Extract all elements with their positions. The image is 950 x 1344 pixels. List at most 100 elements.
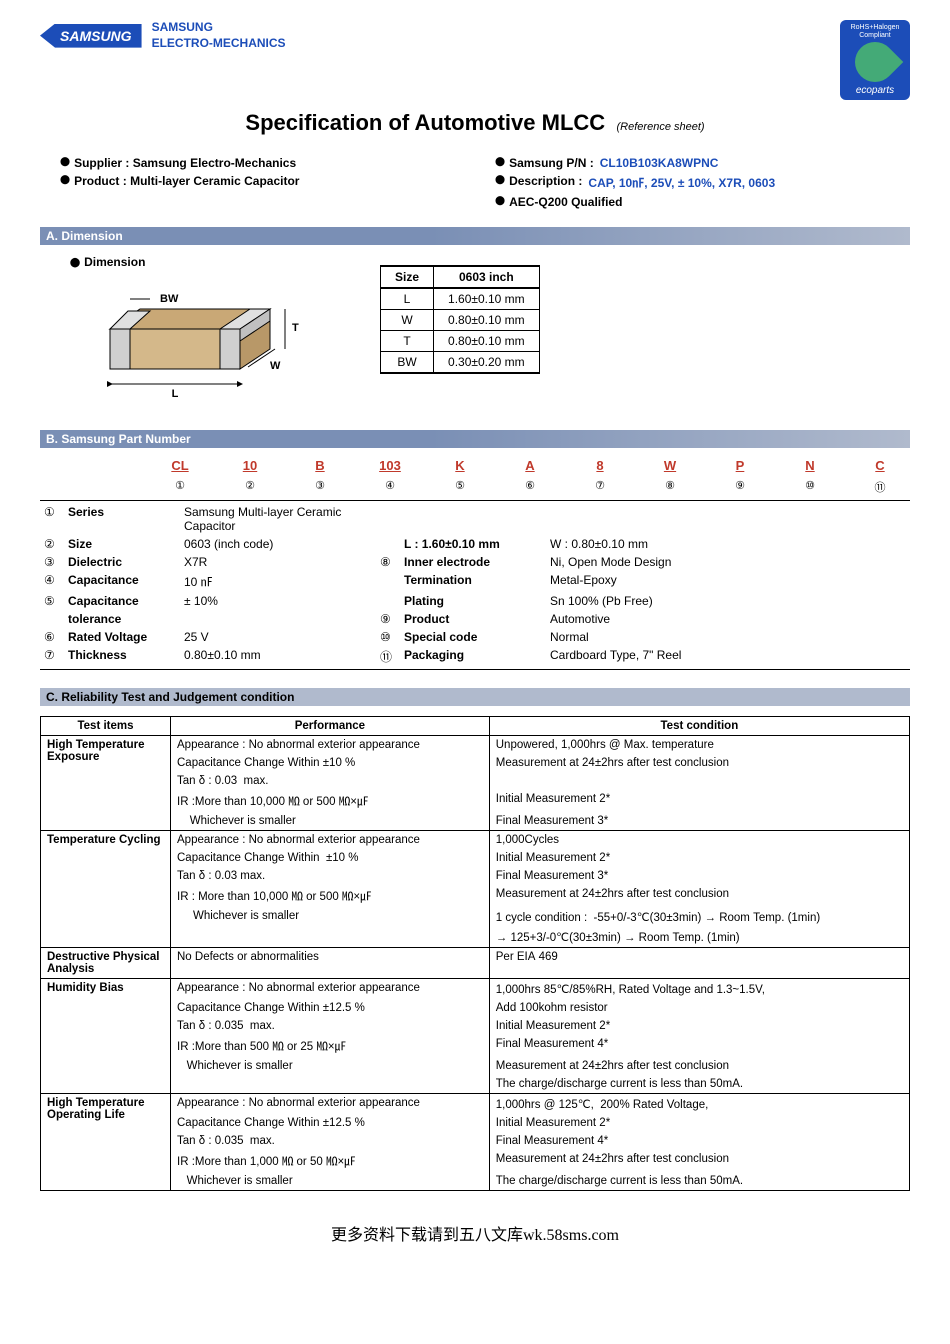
pn-cell: 10 ㎋	[184, 573, 374, 590]
pn-code-val: P	[720, 458, 760, 473]
brand-line2: ELECTRO-MECHANICS	[152, 36, 286, 52]
rel-perf: IR :More than 1,000 ㏁ or 50 ㏁×㎌	[171, 1150, 490, 1172]
pn-cell: Normal	[550, 630, 906, 644]
pn-cell: 25 V	[184, 630, 374, 644]
pn-code-val: B	[300, 458, 340, 473]
capacitor-diagram-icon: L T W BW	[70, 269, 320, 409]
pn-cell: ⑩	[380, 630, 398, 644]
rel-cond: Measurement at 24±2hrs after test conclu…	[489, 1057, 909, 1075]
pn-code-num: ⑩	[790, 479, 830, 492]
info-grid: Supplier : Samsung Electro-Mechanics Sam…	[60, 156, 910, 209]
pn-cell: ①	[44, 505, 62, 533]
eco-top: RoHS+Halogen Compliant	[844, 24, 906, 39]
svg-text:T: T	[292, 322, 299, 334]
pn-code-num: ②	[230, 479, 270, 492]
rel-cond: Final Measurement 4*	[489, 1132, 909, 1150]
pn-details: ①SeriesSamsung Multi-layer Ceramic Capac…	[40, 500, 910, 670]
pn-cell: Rated Voltage	[68, 630, 178, 644]
eco-badge: RoHS+Halogen Compliant ecoparts	[840, 20, 910, 100]
leaf-icon	[847, 34, 904, 91]
pn-cell: Series	[68, 505, 178, 533]
dim-hdr-size: Size	[381, 266, 434, 288]
dimension-table: Size0603 inch L1.60±0.10 mmW0.80±0.10 mm…	[380, 265, 540, 374]
pn-cell: ⑤	[44, 594, 62, 608]
pn-code-num: ⑦	[580, 479, 620, 492]
info-product: Product : Multi-layer Ceramic Capacitor	[60, 174, 475, 191]
pn-cell: Metal-Epoxy	[550, 573, 906, 590]
pn-cell: Termination	[404, 573, 544, 590]
rel-item: High Temperature Operating Life	[41, 1094, 171, 1191]
rel-cond: 1,000hrs 85℃/85%RH, Rated Voltage and 1.…	[489, 979, 909, 1000]
pn-cell	[380, 505, 398, 533]
rel-perf: IR :More than 500 ㏁ or 25 ㏁×㎌	[171, 1035, 490, 1057]
pn-cell: Size	[68, 537, 178, 551]
pn-code-num: ⑪	[860, 479, 900, 495]
pn-code: 10 ②	[230, 458, 270, 495]
main-title: Specification of Automotive MLCC	[245, 110, 605, 135]
subtitle: (Reference sheet)	[617, 121, 705, 133]
header: SAMSUNG SAMSUNG ELECTRO-MECHANICS RoHS+H…	[40, 20, 910, 100]
rel-item: Temperature Cycling	[41, 831, 171, 948]
rel-perf: Appearance : No abnormal exterior appear…	[171, 736, 490, 755]
pn-code-num: ⑥	[510, 479, 550, 492]
pn-cell: Capacitance	[68, 573, 178, 590]
rel-hdr-items: Test items	[41, 717, 171, 736]
pn-cell: X7R	[184, 555, 374, 569]
rel-perf: Whichever is smaller	[171, 1057, 490, 1075]
rel-item: High Temperature Exposure	[41, 736, 171, 831]
svg-text:W: W	[270, 360, 281, 372]
rel-perf: IR :More than 10,000 ㏁ or 500 ㏁×㎌	[171, 790, 490, 812]
pn-cell	[184, 612, 374, 626]
pn-code-val: C	[860, 458, 900, 473]
rel-cond: The charge/discharge current is less tha…	[489, 1075, 909, 1094]
pn-cell: Packaging	[404, 648, 544, 665]
rel-perf: Capacitance Change Within ±10 %	[171, 754, 490, 772]
pn-code: 103④	[370, 458, 410, 495]
title-row: Specification of Automotive MLCC (Refere…	[40, 110, 910, 136]
rel-cond: Measurement at 24±2hrs after test conclu…	[489, 885, 909, 907]
rel-perf: No Defects or abnormalities	[171, 948, 490, 979]
rel-perf: IR : More than 10,000 ㏁ or 500 ㏁×㎌	[171, 885, 490, 907]
rel-item: Destructive Physical Analysis	[41, 948, 171, 979]
eco-bottom: ecoparts	[856, 85, 894, 96]
pn-codes-row: CL①10②B③103④K⑤A⑥8⑦W⑧P⑨N⑩C⑪	[160, 458, 910, 495]
pn-code-val: N	[790, 458, 830, 473]
pn-cell: Thickness	[68, 648, 178, 665]
rel-cond: The charge/discharge current is less tha…	[489, 1172, 909, 1191]
pn-code-val: A	[510, 458, 550, 473]
rel-perf: Whichever is smaller	[171, 812, 490, 831]
pn-code-num: ⑤	[440, 479, 480, 492]
footer-text: 更多资料下载请到五八文库wk.58sms.com	[40, 1221, 910, 1245]
pn-cell: W : 0.80±0.10 mm	[550, 537, 906, 551]
pn-cell: ⑦	[44, 648, 62, 665]
dim-val: 0.30±0.20 mm	[434, 352, 540, 374]
pn-cell: Capacitance	[68, 594, 178, 608]
pn-cell: ③	[44, 555, 62, 569]
rel-cond: Final Measurement 4*	[489, 1035, 909, 1057]
brand-line1: SAMSUNG	[152, 20, 286, 36]
logo-block: SAMSUNG SAMSUNG ELECTRO-MECHANICS	[40, 20, 286, 51]
rel-hdr-perf: Performance	[171, 717, 490, 736]
reliability-table: Test items Performance Test condition Hi…	[40, 716, 910, 1191]
dim-key: T	[381, 331, 434, 352]
rel-perf: Tan δ : 0.03 max.	[171, 772, 490, 790]
pn-cell: Special code	[404, 630, 544, 644]
pn-cell	[550, 505, 906, 533]
dim-key: BW	[381, 352, 434, 374]
pn-code: K⑤	[440, 458, 480, 495]
pn-cell: ⑨	[380, 612, 398, 626]
rel-cond: Initial Measurement 2*	[489, 790, 909, 812]
rel-cond: 1,000Cycles	[489, 831, 909, 850]
info-supplier: Supplier : Samsung Electro-Mechanics	[60, 156, 475, 170]
rel-perf: Whichever is smaller	[171, 1172, 490, 1191]
pn-cell	[380, 573, 398, 590]
pn-code-val: 10	[230, 458, 270, 473]
pn-cell	[380, 594, 398, 608]
pn-cell: 0.80±0.10 mm	[184, 648, 374, 665]
pn-code: N⑩	[790, 458, 830, 495]
pn-cell: 0603 (inch code)	[184, 537, 374, 551]
pn-code: W⑧	[650, 458, 690, 495]
dim-val: 0.80±0.10 mm	[434, 310, 540, 331]
dim-key: L	[381, 288, 434, 310]
rel-cond: Final Measurement 3*	[489, 867, 909, 885]
